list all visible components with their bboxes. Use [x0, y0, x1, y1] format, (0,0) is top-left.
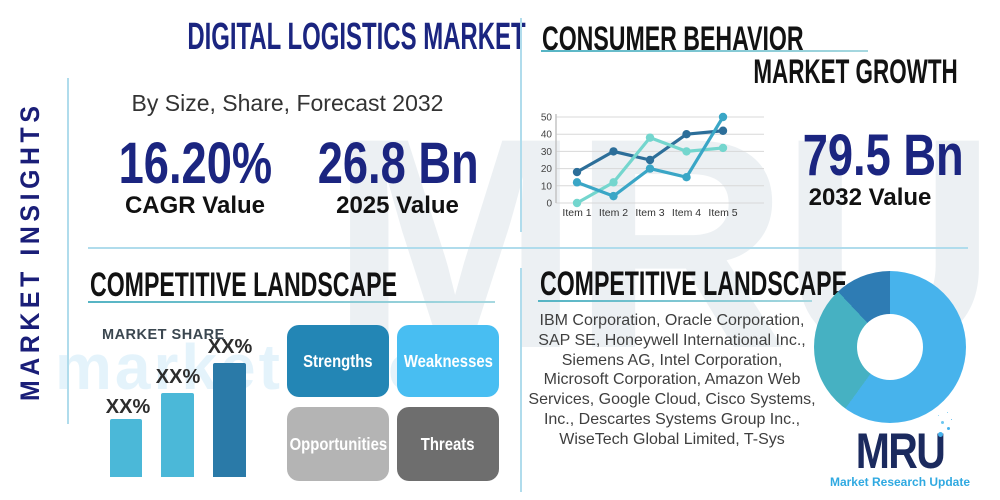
swot-grid: Strengths Weaknesses Opportunities Threa… — [287, 325, 499, 481]
market-growth-heading-text: MARKET GROWTH — [753, 53, 958, 91]
competitive-landscape-right-text: COMPETITIVE LANDSCAPE — [540, 265, 848, 303]
consumer-behavior-underline — [541, 50, 868, 52]
swot-threats-label: Threats — [421, 433, 475, 454]
page-subtitle: By Size, Share, Forecast 2032 — [131, 90, 444, 116]
svg-text:0: 0 — [546, 199, 552, 210]
top-center-divider — [520, 18, 522, 232]
company-list: IBM Corporation, Oracle Corporation, SAP… — [528, 312, 816, 448]
left-vertical-divider — [67, 78, 69, 424]
label-2032: 2032 Value — [808, 184, 932, 211]
svg-text:30: 30 — [541, 147, 553, 158]
logo-splash-dots-icon — [938, 432, 943, 437]
mru-logo-text: MRU — [855, 423, 946, 479]
svg-text:Item 4: Item 4 — [672, 207, 701, 219]
vertical-label-text: MARKET INSIGHTS — [15, 101, 45, 401]
competitive-landscape-right-underline — [538, 300, 812, 302]
vertical-market-insights-label: MARKET INSIGHTS — [15, 81, 51, 421]
page-title: DIGITAL LOGISTICS MARKET — [88, 16, 525, 59]
bar-3-label: XX% — [207, 336, 253, 358]
swot-opportunities-label: Opportunities — [289, 433, 387, 454]
svg-text:Item 1: Item 1 — [562, 207, 591, 219]
swot-strengths-box: Strengths — [287, 325, 389, 397]
page-title-text: DIGITAL LOGISTICS MARKET — [187, 16, 526, 58]
svg-text:40: 40 — [541, 130, 553, 141]
swot-weaknesses-box: Weaknesses — [397, 325, 499, 397]
market-share-bar-chart: XX% XX% XX% — [88, 330, 260, 477]
bar-2 — [161, 393, 194, 477]
value-2032-text: 79.5 Bn — [802, 123, 964, 188]
market-growth-heading: MARKET GROWTH — [600, 53, 958, 92]
horizontal-divider — [88, 247, 968, 249]
svg-text:Item 3: Item 3 — [635, 207, 664, 219]
svg-text:50: 50 — [541, 113, 553, 124]
market-share-donut-chart — [814, 271, 966, 423]
cagr-label: CAGR Value — [124, 192, 266, 219]
svg-text:Item 2: Item 2 — [599, 207, 628, 219]
svg-text:Item 5: Item 5 — [708, 207, 737, 219]
bottom-center-divider — [520, 268, 522, 492]
competitive-landscape-left-text: COMPETITIVE LANDSCAPE — [90, 266, 398, 304]
competitive-landscape-left-underline — [88, 301, 495, 303]
swot-opportunities-box: Opportunities — [287, 407, 389, 481]
value-2025-text: 26.8 Bn — [317, 131, 479, 196]
cagr-value: 16.20% — [90, 130, 300, 197]
mru-logo-subtitle: Market Research Update — [829, 475, 971, 489]
cagr-value-text: 16.20% — [118, 131, 272, 196]
bar-3 — [213, 363, 246, 477]
consumer-line-chart: 0 10 20 30 40 50 Item 1 Item 2 Item 3 Item 4 Item … — [541, 113, 764, 219]
competitive-landscape-left-heading: COMPETITIVE LANDSCAPE — [90, 266, 541, 305]
mru-logo: MRU Market Research Update — [820, 423, 980, 489]
swot-threats-box: Threats — [397, 407, 499, 481]
label-2025: 2025 Value — [336, 192, 459, 219]
bar-1-label: XX% — [105, 396, 151, 418]
bar-2-label: XX% — [155, 366, 201, 388]
value-2032: 79.5 Bn — [780, 122, 964, 189]
svg-text:10: 10 — [541, 181, 553, 192]
value-2025: 26.8 Bn — [295, 130, 500, 197]
swot-weaknesses-label: Weaknesses — [403, 350, 493, 371]
bar-1 — [110, 419, 142, 477]
svg-text:20: 20 — [541, 164, 553, 175]
competitive-landscape-right-heading: COMPETITIVE LANDSCAPE — [540, 265, 991, 304]
market-share-label: MARKET SHARE — [102, 327, 225, 343]
donut-hole — [857, 314, 923, 380]
swot-strengths-label: Strengths — [303, 350, 373, 371]
